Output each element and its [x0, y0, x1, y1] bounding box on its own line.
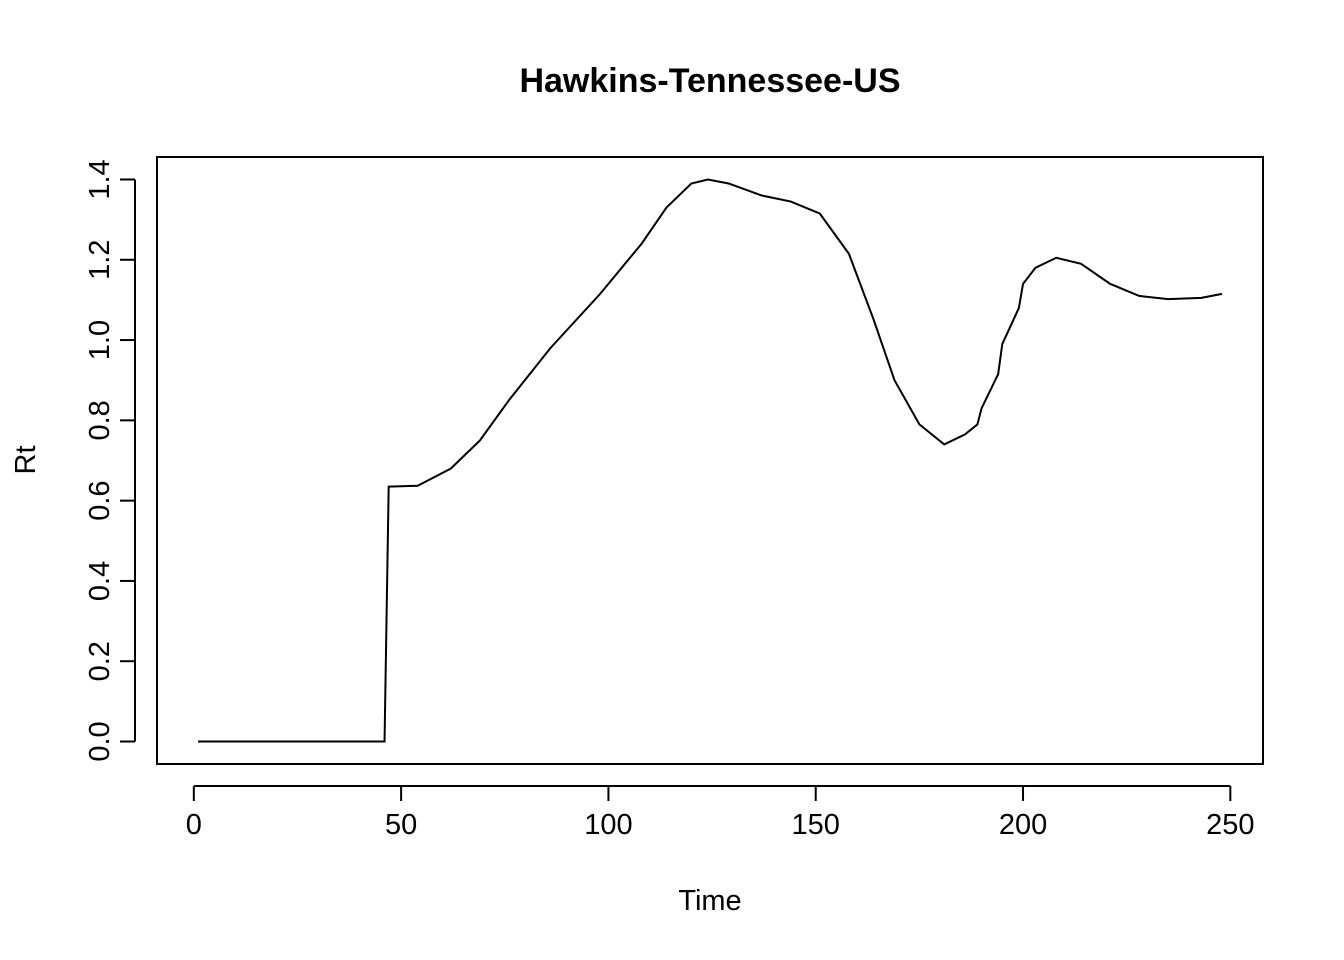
plot-box [156, 156, 1264, 765]
x-tick-label: 100 [584, 809, 632, 841]
y-tick-label: 0.2 [84, 641, 116, 681]
x-tick-label: 50 [385, 809, 417, 841]
data-line [197, 178, 1223, 743]
y-tick-label: 0.8 [84, 400, 116, 440]
y-tick-label: 0.4 [84, 561, 116, 601]
y-tick-label: 1.4 [84, 159, 116, 199]
y-tick-label: 1.2 [84, 240, 116, 280]
x-tick-label: 0 [186, 809, 202, 841]
x-tick-label: 250 [1206, 809, 1254, 841]
y-axis-label: Rt [10, 446, 42, 475]
chart-title: Hawkins-Tennessee-US [519, 62, 900, 100]
x-tick-label: 200 [999, 809, 1047, 841]
x-axis-label: Time [678, 885, 741, 917]
y-tick-label: 0.0 [84, 721, 116, 761]
y-tick-label: 0.6 [84, 480, 116, 520]
y-tick-label: 1.0 [84, 320, 116, 360]
x-tick-label: 150 [792, 809, 840, 841]
